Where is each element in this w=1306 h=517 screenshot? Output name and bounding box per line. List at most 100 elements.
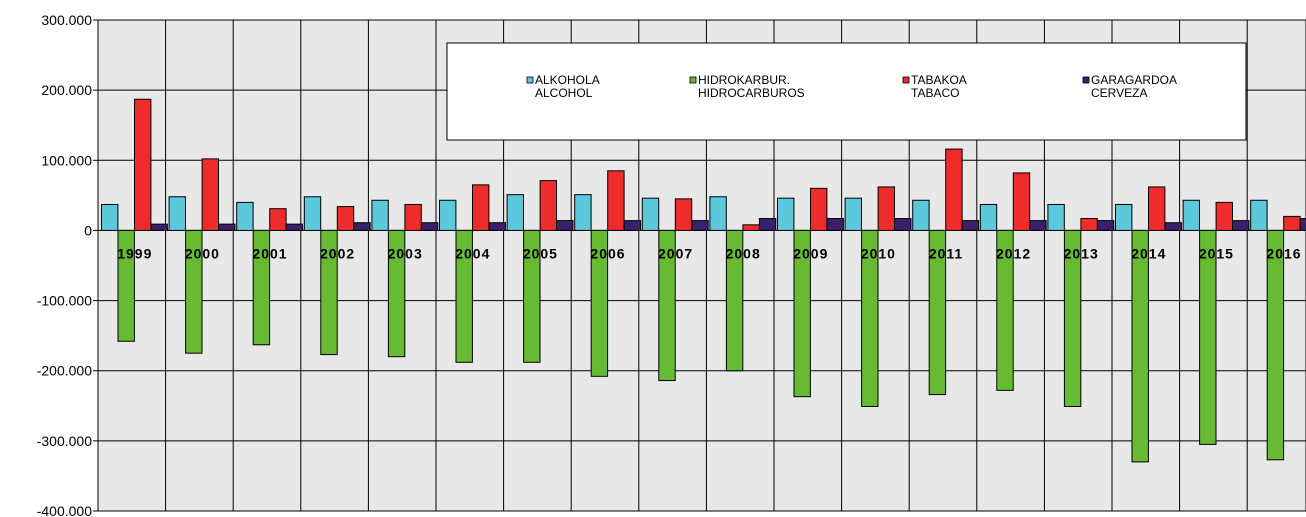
bar (777, 197, 795, 231)
bar (709, 196, 727, 231)
bar (590, 229, 609, 377)
legend-label: ALKOHOLA (535, 73, 600, 87)
bar (691, 220, 709, 231)
bar (1283, 215, 1301, 231)
bar (523, 229, 541, 363)
bar (1047, 203, 1065, 231)
legend-label: TABAKOA (911, 73, 967, 87)
bar (844, 197, 862, 231)
x-tick-label: 2007 (658, 245, 693, 261)
bar (961, 220, 980, 231)
bar (134, 98, 152, 231)
bar (758, 218, 777, 231)
legend-swatch (1082, 76, 1090, 84)
bar (185, 229, 203, 354)
bar (455, 229, 473, 363)
bar (810, 187, 828, 231)
bar (371, 199, 389, 231)
bar (1266, 229, 1285, 461)
bar (574, 194, 592, 231)
legend-swatch (526, 76, 534, 84)
y-tick-label: 100.000 (41, 152, 92, 168)
bar (303, 196, 322, 231)
bar (320, 229, 338, 356)
y-tick-label: -100.000 (37, 293, 92, 309)
bar (420, 222, 439, 231)
x-axis-labels: 1999 2000 2001 2002 2003 2004 2005 2006 2007 2008… (117, 245, 1301, 261)
x-tick-label: 2016 (1266, 245, 1301, 261)
bar (607, 170, 625, 231)
x-tick-label: 2012 (996, 245, 1031, 261)
x-tick-label: 2013 (1064, 245, 1099, 261)
bar (658, 229, 676, 382)
y-tick-label: -200.000 (37, 363, 92, 379)
bar (252, 229, 271, 346)
bar (793, 229, 811, 398)
legend-swatch (902, 76, 910, 84)
bar (1164, 222, 1182, 231)
bar (1115, 203, 1133, 231)
legend-label: ALCOHOL (535, 86, 593, 100)
bar (285, 223, 304, 231)
legend-label: TABACO (911, 86, 959, 100)
bar (201, 158, 220, 231)
legend-swatch (689, 76, 697, 84)
bar (353, 222, 371, 231)
y-tick-label: 200.000 (41, 82, 92, 98)
y-axis: 300.000 200.000 100.000 0 -100.000 -200.000 -3… (37, 12, 98, 517)
y-tick-label: 300.000 (41, 12, 92, 28)
bar (506, 194, 525, 231)
x-tick-label: 1999 (117, 245, 152, 261)
bar (945, 148, 963, 231)
x-tick-label: 2009 (793, 245, 828, 261)
bar (168, 196, 187, 231)
bar (1299, 218, 1306, 231)
bar (826, 218, 844, 231)
bar (725, 229, 744, 372)
x-tick-label: 2014 (1131, 245, 1166, 261)
bar (236, 201, 254, 231)
bar (1215, 201, 1233, 231)
bar (979, 203, 998, 231)
bar (1148, 186, 1166, 231)
y-tick-label: -400.000 (37, 503, 92, 517)
bar (472, 184, 490, 231)
bar (101, 203, 119, 231)
bar (404, 203, 422, 231)
bar (1096, 220, 1115, 231)
legend-label: CERVEZA (1091, 86, 1147, 100)
x-tick-label: 2004 (455, 245, 490, 261)
bar (556, 220, 574, 231)
legend-box (446, 42, 1247, 141)
bar (674, 198, 693, 231)
bar (1182, 199, 1200, 231)
bar (996, 229, 1014, 391)
bar (269, 208, 287, 231)
bar (742, 224, 760, 231)
x-tick-label: 2010 (861, 245, 896, 261)
bar (488, 222, 506, 231)
x-tick-label: 2011 (929, 245, 963, 261)
x-tick-label: 2008 (726, 245, 761, 261)
legend-label: HIDROKARBUR. (698, 73, 790, 87)
x-tick-label: 2003 (388, 245, 423, 261)
bar (1012, 172, 1031, 231)
y-tick-label: -300.000 (37, 433, 92, 449)
bar (861, 229, 879, 407)
bar (1250, 199, 1268, 231)
x-tick-label: 2000 (185, 245, 220, 261)
bar (539, 180, 557, 231)
bar (150, 223, 168, 231)
bar (641, 197, 660, 231)
bar (1199, 229, 1217, 445)
bar (1029, 220, 1047, 231)
y-tick-label: 0 (84, 222, 92, 238)
bar (1080, 218, 1098, 231)
x-tick-label: 2015 (1199, 245, 1234, 261)
bar (1232, 220, 1250, 231)
bar (894, 218, 912, 231)
bar (877, 186, 895, 231)
bar (912, 199, 930, 231)
